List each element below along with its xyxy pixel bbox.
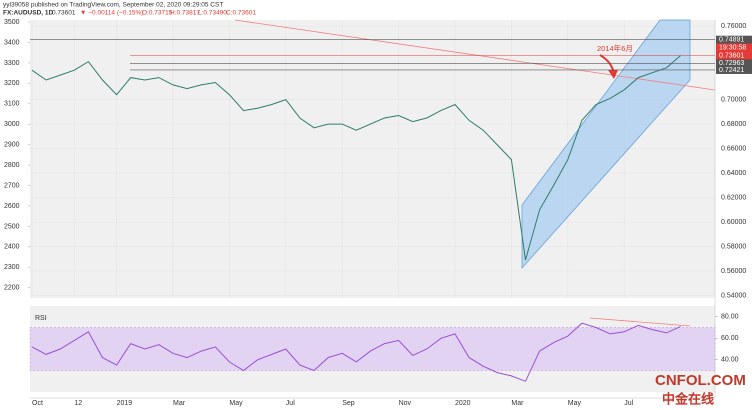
countdown: 19:30:58 [719,44,746,51]
x-tick-label: Jul [286,400,295,407]
y2-tick-label: 2500 [4,223,20,230]
y2-tick-label: 3400 [4,39,20,46]
watermark: CNFOL.COM [655,372,746,389]
y2-tick-label: 2200 [4,285,20,292]
y-tick-label: 0.62000 [721,194,746,201]
y2-tick-label: 2600 [4,203,20,210]
y2-tick-label: 3200 [4,80,20,87]
y2-tick-label: 2300 [4,264,20,271]
y-tick-label: 0.56000 [721,268,746,275]
y-tick-label: 0.58000 [721,243,746,250]
ohlc: O:0.73715 [142,10,173,17]
price-tag-label: 0.72421 [719,67,744,74]
x-tick-label: 2020 [455,400,471,407]
y-tick-label: 0.60000 [721,219,746,226]
price-tag [716,59,752,68]
rsi-trend-line [589,317,691,327]
watermark: 中金在线 [662,391,714,406]
last-price: 0.73601 [52,10,76,17]
x-tick-label: Jul [624,400,633,407]
y-tick-label: 0.54000 [721,292,746,299]
price-tag [716,51,752,60]
channel [521,19,691,269]
price-tag [716,35,752,44]
rsi-tick-label: 40.00 [721,357,739,364]
price-tag-label: 0.73601 [719,52,744,59]
y2-tick-label: 3100 [4,101,20,108]
symbol: FX:AUDUSD, 1D [3,10,54,17]
y-tick-label: 0.64000 [721,170,746,177]
y2-tick-label: 3300 [4,60,20,67]
ohlc: H:0.73817 [170,10,200,17]
y-tick-label: 0.66000 [721,145,746,152]
y2-tick-label: 2400 [4,244,20,251]
x-tick-label: Mar [173,400,186,407]
countdown-box [716,43,752,52]
x-tick-label: May [229,400,243,407]
ohlc: C:0.73601 [226,10,256,17]
x-tick-label: Oct [32,400,43,407]
rsi-tick-label: 80.00 [721,314,739,321]
annotation: 2014年6月 [597,43,633,53]
price-tag-label: 0.74891 [719,37,744,44]
arrow-head [608,70,618,79]
x-tick-label: Mar [511,400,524,407]
y-tick-label: 0.70000 [721,96,746,103]
price-tag [716,65,752,74]
x-tick-label: Nov [399,400,412,407]
y-tick-label: 0.68000 [721,121,746,128]
price-line [31,55,681,261]
y2-tick-label: 3500 [4,19,20,26]
x-tick-label: Sep [342,400,355,407]
y2-tick-label: 2900 [4,142,20,149]
rsi-tick-label: 60.00 [721,335,739,342]
x-tick-label: 12 [74,400,82,407]
trend-line [234,19,716,91]
y-tick-label: 0.76000 [721,23,746,30]
price-tag-label: 0.72963 [719,60,744,67]
x-tick-label: 2019 [117,400,133,407]
y2-tick-label: 3000 [4,121,20,128]
change: ▼ −0.00114 (−0.15%) [80,10,143,17]
y2-tick-label: 2700 [4,182,20,189]
rsi-label: RSI [35,315,47,322]
ohlc: L:0.73490 [198,10,227,17]
author: yyl39058 published on TradingView.com, S… [3,2,223,9]
rsi-line [31,322,681,382]
x-tick-label: May [568,400,582,407]
y2-tick-label: 2800 [4,162,20,169]
